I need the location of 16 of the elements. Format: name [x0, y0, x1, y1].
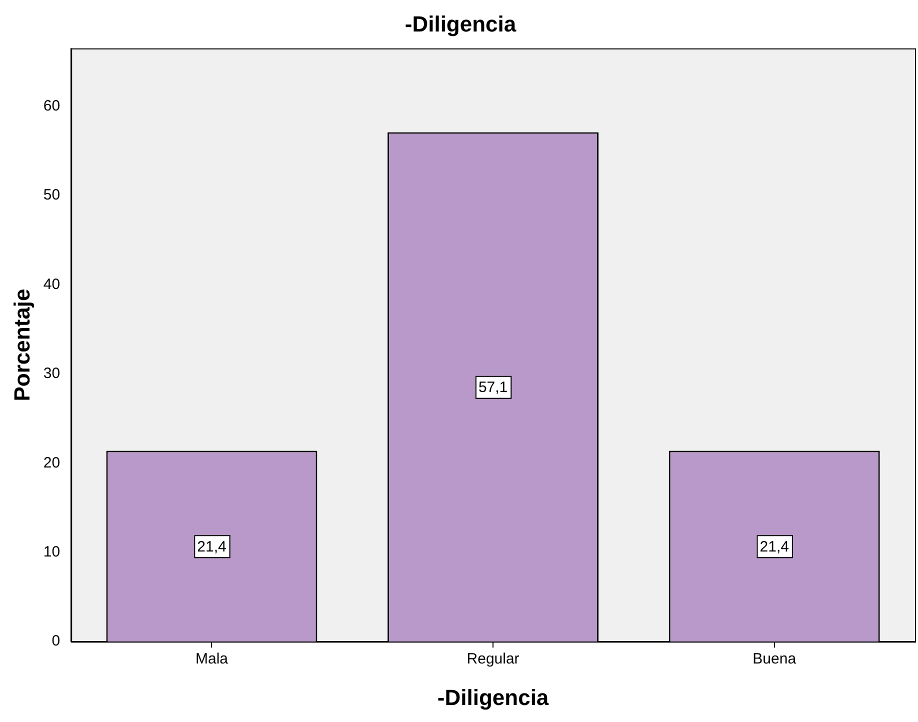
y-tick-label: 20	[43, 454, 60, 472]
data-label: 57,1	[478, 379, 508, 396]
y-tick-label: 0	[52, 632, 60, 650]
y-tick-label: 50	[43, 186, 60, 204]
y-tick-label: 10	[43, 544, 60, 561]
y-tick-label: 40	[43, 276, 60, 293]
x-tick-label: Buena	[752, 650, 797, 668]
chart-title: -Diligencia	[404, 11, 517, 36]
data-label: 21,4	[197, 538, 226, 556]
y-axis-title: Porcentaje	[9, 288, 34, 402]
data-label: 21,4	[760, 538, 789, 556]
x-tick-label: Regular	[466, 650, 520, 668]
x-tick-label: Mala	[195, 650, 229, 668]
x-axis-title: -Diligencia	[437, 684, 550, 710]
y-tick-label: 30	[43, 365, 60, 382]
y-tick-label: 60	[43, 98, 60, 115]
